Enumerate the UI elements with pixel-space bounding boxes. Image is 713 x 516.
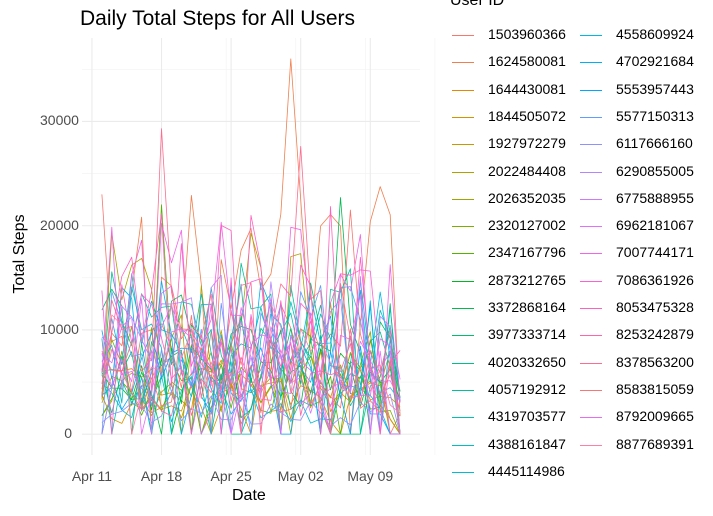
legend-label: 2347167796 [488,244,566,261]
legend-label: 8253242879 [616,326,694,343]
legend-key [452,198,474,200]
legend-key [452,417,474,419]
legend-key [580,144,602,146]
legend-label: 1624580081 [488,53,566,70]
legend-label: 3372868164 [488,299,566,315]
series-line [101,128,401,435]
legend-key [580,116,602,118]
legend-key [580,308,602,309]
series-line [101,331,401,435]
legend-key [580,362,602,364]
legend-label: 2320127002 [488,217,566,234]
series-line [101,262,401,435]
legend-key [580,35,602,36]
legend-label: 5553957443 [616,80,694,97]
chart-title: Daily Total Steps for All Users [80,7,356,30]
legend-key [580,444,602,446]
legend-key [580,280,602,282]
legend-label: 8583815059 [616,380,694,397]
legend-label: 1927972279 [488,135,566,152]
legend-key [452,144,474,146]
legend-key [580,253,602,255]
legend-key [580,226,602,228]
legend-key [580,89,602,91]
series-line [101,273,401,435]
legend-label: 7007744171 [616,244,694,261]
legend-label: 1503960366 [488,26,566,42]
legend-key [580,62,602,64]
legend-key [452,226,474,228]
legend-key [452,335,474,337]
x-tick-label: Apr 11 [71,468,113,484]
series-line [101,338,401,417]
legend-label: 4319703577 [488,408,566,425]
legend-label: 6117666160 [616,135,693,152]
y-tick-label: 0 [64,425,72,442]
series-line [101,328,401,435]
legend-label: 7086361926 [616,271,694,288]
legend-key [452,116,474,118]
legend-key [452,471,474,473]
x-tick-label: Apr 18 [140,468,183,484]
legend-key [580,417,602,419]
legend-label: 5577150313 [616,107,694,124]
series-line [101,285,401,435]
legend-key [452,444,474,446]
legend-label: 4388161847 [488,435,566,452]
legend-label: 8378563200 [616,353,694,370]
series-line [101,302,401,435]
legend-label: 4057192912 [488,380,566,397]
legend-key [452,280,474,282]
legend-key [580,198,602,200]
legend-key [580,389,602,391]
y-tick-label: 30000 [40,112,79,129]
legend-label: 1844505072 [488,107,566,124]
legend-key [580,335,602,337]
y-tick-label: 20000 [40,216,79,233]
y-tick-label: 10000 [40,320,79,337]
legend-label: 6775888955 [616,189,694,206]
legend-label: 2026352035 [488,189,566,206]
legend-key [452,89,474,91]
legend-key [452,171,474,173]
legend-label: 6962181067 [616,217,694,234]
legend-key [452,362,474,364]
legend-label: 6290855005 [616,162,694,179]
legend-key [452,253,474,255]
series-line [101,280,401,435]
legend-key [452,389,474,391]
legend-key [452,62,474,64]
legend-label: 2873212765 [488,271,566,288]
legend-label: 2022484408 [488,162,566,179]
legend-label: 4445114986 [488,462,565,479]
x-tick-label: May 02 [277,468,324,484]
legend-label: 4702921684 [616,53,694,70]
series-line [101,390,401,435]
x-tick-label: Apr 25 [210,468,252,484]
legend-label: 4020332650 [488,353,566,370]
legend-label: 8877689391 [616,435,694,452]
legend-key [580,171,602,173]
legend-title: User ID [450,0,505,9]
x-axis-title: Date [232,487,266,504]
series-line [101,206,401,435]
legend-label: 3977333714 [488,326,566,343]
legend-key [452,308,474,309]
legend-label: 8792009665 [616,408,694,425]
legend-key [452,35,474,36]
legend-label: 8053475328 [616,299,694,315]
x-tick-label: May 09 [347,468,394,484]
legend-label: 4558609924 [616,26,694,42]
legend-label: 1644430081 [488,80,566,97]
